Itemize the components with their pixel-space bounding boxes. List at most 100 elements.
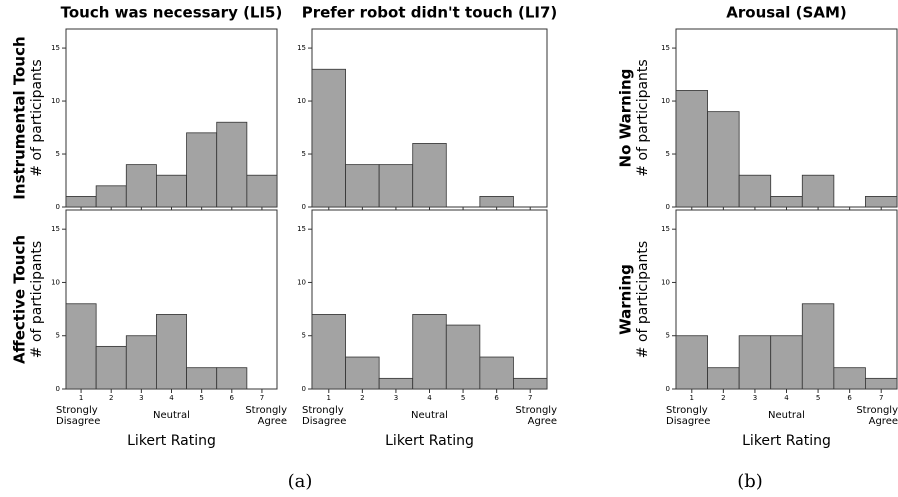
bar bbox=[770, 335, 803, 390]
bar bbox=[156, 314, 187, 390]
y-tick-label: 5 bbox=[666, 332, 670, 340]
bar bbox=[95, 185, 127, 208]
x-tick-label: 3 bbox=[139, 394, 143, 402]
x-tick-label: 2 bbox=[109, 394, 113, 402]
y-tick-label: 15 bbox=[51, 225, 60, 233]
bar bbox=[707, 111, 740, 208]
x-tick-label: 1 bbox=[79, 394, 83, 402]
bar bbox=[833, 367, 866, 390]
x-annotation: Strongly Agree bbox=[515, 405, 557, 427]
bar bbox=[412, 314, 447, 390]
y-tick-label: 0 bbox=[666, 203, 670, 211]
bar bbox=[378, 377, 414, 390]
y-tick-label: 5 bbox=[302, 150, 306, 158]
y-tick-label: 5 bbox=[56, 150, 60, 158]
y-tick-label: 15 bbox=[297, 44, 306, 52]
bar bbox=[186, 132, 218, 208]
bar bbox=[186, 367, 218, 390]
bar bbox=[675, 335, 708, 390]
bar bbox=[156, 174, 187, 208]
bar bbox=[65, 303, 97, 390]
bar bbox=[125, 335, 157, 390]
bar bbox=[412, 143, 447, 208]
y-tick-label: 15 bbox=[297, 225, 306, 233]
bar bbox=[345, 356, 380, 390]
y-axis-label: # of participants bbox=[29, 59, 45, 176]
bar bbox=[246, 174, 278, 208]
bar bbox=[865, 377, 898, 390]
y-tick-label: 10 bbox=[297, 97, 306, 105]
y-tick-label: 10 bbox=[51, 97, 60, 105]
bar bbox=[65, 196, 97, 208]
x-annotation: Strongly Agree bbox=[245, 405, 287, 427]
bar bbox=[445, 324, 481, 390]
x-tick-label: 7 bbox=[260, 394, 264, 402]
panel-title: Prefer robot didn't touch (LI7) bbox=[302, 4, 558, 22]
x-tick-label: 3 bbox=[753, 394, 757, 402]
caption: (b) bbox=[737, 471, 763, 492]
bar bbox=[707, 367, 740, 390]
panel-title: Touch was necessary (LI5) bbox=[61, 4, 283, 22]
y-axis-label: # of participants bbox=[635, 241, 651, 358]
bar bbox=[479, 356, 514, 390]
bar bbox=[216, 121, 248, 208]
y-tick-label: 10 bbox=[661, 97, 670, 105]
x-tick-label: 4 bbox=[427, 394, 432, 402]
bar bbox=[378, 164, 414, 208]
x-tick-label: 4 bbox=[169, 394, 174, 402]
x-annotation: Strongly Disagree bbox=[666, 405, 711, 427]
caption: (a) bbox=[288, 471, 313, 492]
y-tick-label: 10 bbox=[297, 278, 306, 286]
x-tick-label: 6 bbox=[494, 394, 499, 402]
x-tick-label: 5 bbox=[461, 394, 465, 402]
x-annotation: Neutral bbox=[153, 410, 190, 421]
y-tick-label: 5 bbox=[302, 332, 306, 340]
row-label: No Warning bbox=[617, 69, 635, 168]
y-axis-label: # of participants bbox=[635, 59, 651, 176]
y-tick-label: 10 bbox=[661, 278, 670, 286]
bar bbox=[216, 367, 248, 390]
bar bbox=[675, 90, 708, 208]
x-tick-label: 7 bbox=[528, 394, 532, 402]
bar bbox=[513, 377, 548, 390]
y-tick-label: 0 bbox=[56, 203, 60, 211]
bar bbox=[311, 314, 346, 390]
y-tick-label: 5 bbox=[56, 332, 60, 340]
x-tick-label: 6 bbox=[847, 394, 852, 402]
y-axis-label: # of participants bbox=[29, 241, 45, 358]
x-annotation: Strongly Agree bbox=[856, 405, 898, 427]
bar bbox=[738, 335, 772, 390]
bar bbox=[125, 164, 157, 208]
x-annotation: Strongly Disagree bbox=[56, 405, 101, 427]
bar bbox=[801, 174, 835, 208]
x-tick-label: 7 bbox=[879, 394, 883, 402]
bar bbox=[738, 174, 772, 208]
y-tick-label: 10 bbox=[51, 278, 60, 286]
x-annotation: Strongly Disagree bbox=[302, 405, 347, 427]
y-tick-label: 0 bbox=[302, 203, 306, 211]
bar bbox=[801, 303, 835, 390]
x-tick-label: 1 bbox=[327, 394, 331, 402]
x-tick-label: 2 bbox=[360, 394, 364, 402]
x-tick-label: 6 bbox=[230, 394, 235, 402]
x-axis-label: Likert Rating bbox=[742, 433, 831, 449]
bar bbox=[345, 164, 380, 208]
x-tick-label: 5 bbox=[816, 394, 820, 402]
x-tick-label: 2 bbox=[721, 394, 725, 402]
bar bbox=[95, 345, 127, 390]
x-tick-label: 1 bbox=[690, 394, 694, 402]
x-tick-label: 4 bbox=[784, 394, 789, 402]
x-axis-label: Likert Rating bbox=[385, 433, 474, 449]
y-tick-label: 5 bbox=[666, 150, 670, 158]
y-tick-label: 0 bbox=[56, 385, 60, 393]
row-label: Affective Touch bbox=[11, 235, 29, 364]
x-annotation: Neutral bbox=[768, 410, 805, 421]
bar bbox=[311, 68, 346, 208]
y-tick-label: 0 bbox=[666, 385, 670, 393]
x-tick-label: 5 bbox=[199, 394, 203, 402]
x-tick-label: 3 bbox=[394, 394, 398, 402]
panel-title: Arousal (SAM) bbox=[726, 4, 846, 22]
y-tick-label: 15 bbox=[51, 44, 60, 52]
